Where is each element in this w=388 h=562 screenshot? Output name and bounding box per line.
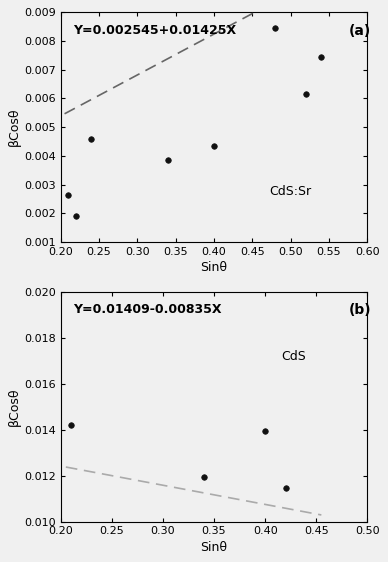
Text: Y=0.002545+0.01425X: Y=0.002545+0.01425X [73,24,236,37]
Text: CdS:Sr: CdS:Sr [269,185,311,198]
X-axis label: Sinθ: Sinθ [201,261,227,274]
X-axis label: Sinθ: Sinθ [201,541,227,554]
Y-axis label: βCosθ: βCosθ [8,388,21,426]
Text: (a): (a) [349,24,371,38]
Text: (b): (b) [349,303,372,318]
Text: CdS: CdS [282,350,306,362]
Text: Y=0.01409-0.00835X: Y=0.01409-0.00835X [73,303,222,316]
Y-axis label: βCosθ: βCosθ [8,108,21,147]
